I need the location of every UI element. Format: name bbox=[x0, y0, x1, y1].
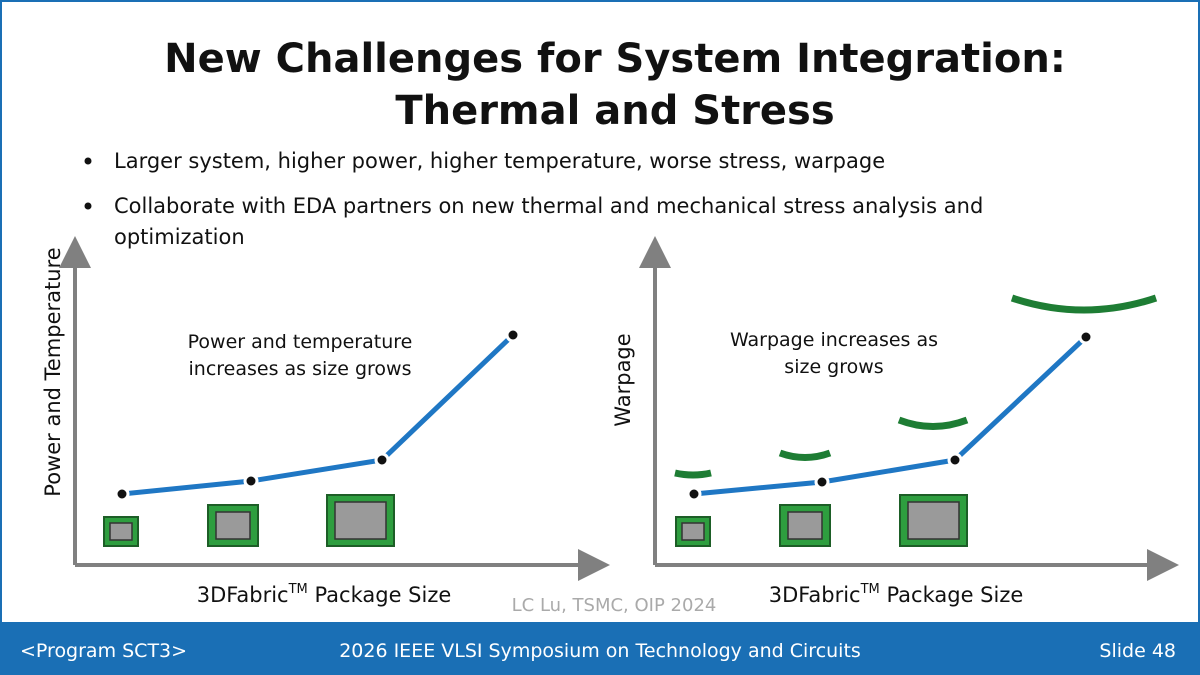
x-label-sup: TM bbox=[860, 582, 880, 597]
x-label: 3DFabricTM Package Size bbox=[197, 582, 452, 607]
footer-bar bbox=[0, 622, 1200, 675]
warpage-arc bbox=[674, 469, 712, 479]
note: increases as size grows bbox=[189, 358, 412, 380]
bullet: Larger system, higher power, higher temp… bbox=[114, 149, 885, 173]
point bbox=[243, 473, 259, 489]
note: Power and temperature bbox=[188, 331, 413, 353]
footer-center: 2026 IEEE VLSI Symposium on Technology a… bbox=[339, 640, 861, 662]
title: Thermal and Stress bbox=[395, 88, 834, 134]
y-label: Power and Temperature bbox=[41, 247, 65, 496]
x-label-sup: TM bbox=[288, 582, 308, 597]
bullet: Collaborate with EDA partners on new the… bbox=[114, 194, 983, 218]
die bbox=[681, 522, 705, 541]
point bbox=[1078, 329, 1094, 345]
point bbox=[814, 474, 830, 490]
die bbox=[907, 501, 960, 540]
left-diagram: Power and Temperature 3DFabricTM Package… bbox=[41, 236, 610, 607]
bullet-dot bbox=[84, 157, 92, 165]
bullet-dot bbox=[84, 202, 92, 210]
x-label-main: 3DFabric bbox=[769, 583, 861, 607]
title: New Challenges for System Integration: bbox=[164, 36, 1066, 82]
die bbox=[787, 511, 823, 540]
x-label: 3DFabricTM Package Size bbox=[769, 582, 1024, 607]
die bbox=[334, 501, 387, 540]
footer-right: Slide 48 bbox=[1099, 640, 1176, 662]
x-label-rest: Package Size bbox=[308, 583, 452, 607]
note: size grows bbox=[784, 356, 883, 378]
trend-line bbox=[693, 335, 1088, 497]
point bbox=[374, 452, 390, 468]
note: Warpage increases as bbox=[730, 329, 938, 351]
x-label-rest: Package Size bbox=[880, 583, 1024, 607]
y-label: Warpage bbox=[611, 333, 635, 426]
credit: LC Lu, TSMC, OIP 2024 bbox=[512, 595, 717, 616]
die bbox=[215, 511, 251, 540]
warpage-arc bbox=[778, 449, 832, 461]
trend-line bbox=[121, 333, 515, 497]
point bbox=[505, 327, 521, 343]
bullet: optimization bbox=[114, 225, 245, 249]
die bbox=[109, 522, 133, 541]
footer-left: <Program SCT3> bbox=[20, 640, 187, 662]
warpage-arc bbox=[897, 416, 969, 430]
x-label-main: 3DFabric bbox=[197, 583, 289, 607]
point bbox=[114, 486, 130, 502]
warpage-arc bbox=[1010, 294, 1158, 314]
right-diagram: Warpage 3DFabricTM Package Size Warpage … bbox=[611, 236, 1179, 607]
point bbox=[686, 486, 702, 502]
point bbox=[947, 452, 963, 468]
